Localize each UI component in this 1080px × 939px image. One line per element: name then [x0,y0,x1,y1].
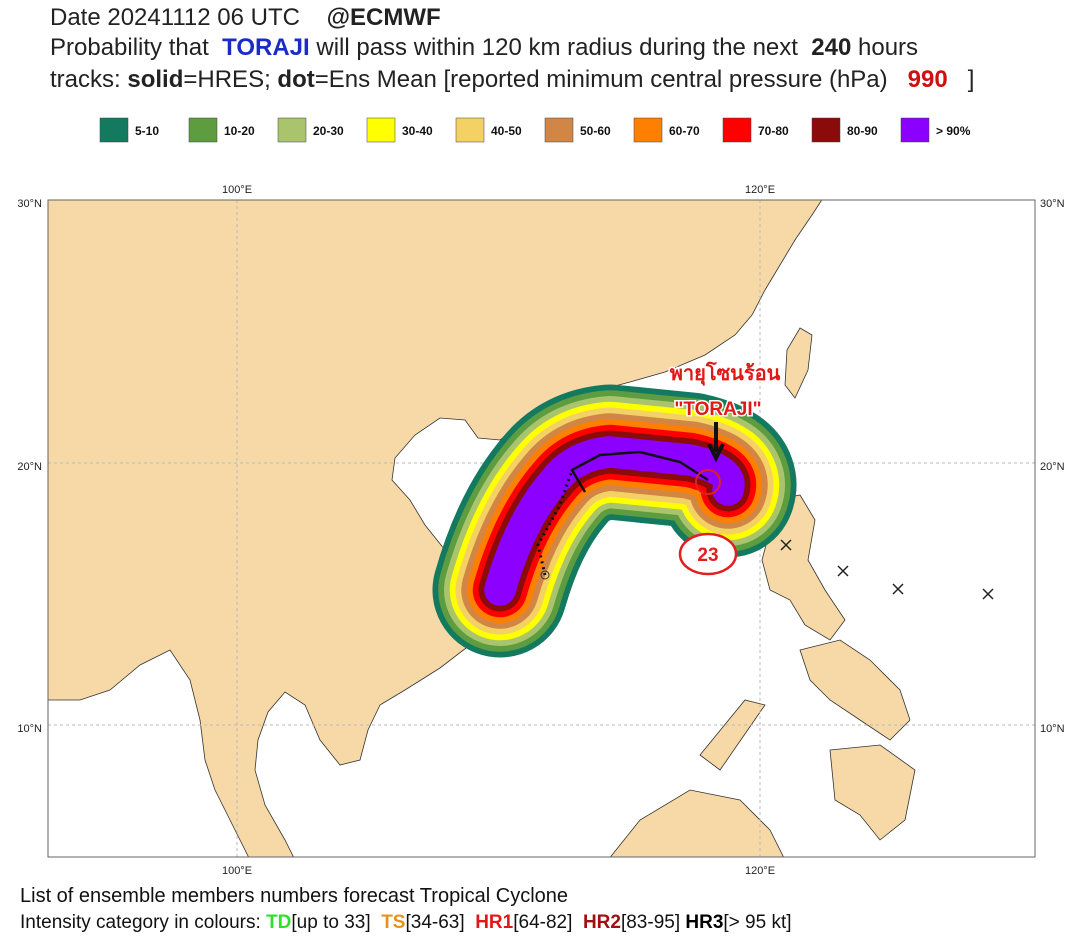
lat-label: 10°N [17,723,42,735]
hours: 240 [811,34,852,61]
legend-label: 30-40 [402,124,433,138]
mindanao [829,744,916,841]
cat-hr3: HR3 [685,912,724,933]
cat-ts: TS [381,912,406,933]
legend-label: 10-20 [224,124,255,138]
lat-label: 30°N [17,198,42,210]
header-line-2: Probability that TORAJI will pass within… [50,34,918,62]
lat-label: 20°N [1040,461,1065,473]
text: Intensity category in colours: [20,912,261,933]
text: [83-95] [620,912,681,933]
cat-hr1: HR1 [475,912,514,933]
probability-swath [432,384,796,658]
source: @ECMWF [326,4,441,31]
ensemble-crosses [780,539,994,600]
track-point [540,570,550,580]
annotation-name: "TORAJI" [674,399,761,420]
legend-swatch [455,117,485,143]
lat-label: 10°N [1040,723,1065,735]
text: =Ens Mean [reported minimum central pres… [314,66,888,93]
legend-label: 70-80 [758,124,789,138]
legend-label: 20-30 [313,124,344,138]
lat-label: 30°N [1040,198,1065,210]
legend-swatch [633,117,663,143]
probability-band [484,436,745,606]
legend-swatch [811,117,841,143]
lon-label: 120°E [745,865,775,877]
text: [> 95 kt] [723,912,792,933]
cat-td: TD [266,912,292,933]
lon-label: 120°E [745,184,775,196]
header-line-1: Date 20241112 06 UTC @ECMWF [50,4,441,32]
cat-hr2: HR2 [582,912,621,933]
storm-name: TORAJI [222,34,310,61]
axis-labels: 100°E 120°E 100°E 120°E 30°N 20°N 10°N 3… [17,184,1064,877]
legend-swatch [99,117,129,143]
legend-swatch [277,117,307,143]
legend-label: 40-50 [491,124,522,138]
legend-swatch [188,117,218,143]
text: dot [277,66,315,93]
visayas [799,639,911,741]
luzon [761,494,846,641]
hres-track [570,450,709,493]
legend-label: 50-60 [580,124,611,138]
legend-swatch [366,117,396,143]
text: [up to 33] [291,912,371,933]
text: tracks: [50,66,121,93]
legend-swatch [722,117,752,143]
legend-label: 5-10 [135,124,159,138]
legend-swatch [900,117,930,143]
number-ring [678,532,738,576]
storm-symbol [695,469,721,495]
taiwan [784,327,813,399]
legend-label: 80-90 [847,124,878,138]
arrow [707,422,725,463]
borneo [609,789,784,857]
map-area: พายุโซนร้อน "TORAJI" 23 [48,200,1035,857]
footer-line-2: Intensity category in colours: TD[up to … [20,912,792,934]
text: solid [127,66,184,93]
text: hours [858,34,919,61]
annotation-thai: พายุโซนร้อน [670,361,781,386]
lon-label: 100°E [222,865,252,877]
text: Probability that [50,34,209,61]
text: =HRES; [183,66,271,93]
text: [64-82] [513,912,573,933]
legend: 5-10 10-20 20-30 30-40 40-50 50-60 60-70 70-80 8… [99,117,971,143]
date: Date 20241112 06 UTC [50,4,300,31]
palawan [699,699,766,771]
text: [34-63] [405,912,465,933]
land [48,200,916,857]
map-frame [47,199,1036,858]
header-line-3: tracks: solid=HRES; dot=Ens Mean [report… [50,66,974,94]
legend-label: > 90% [936,124,971,138]
text: ] [967,66,975,93]
annotation-number: 23 [697,545,718,566]
lon-label: 100°E [222,184,252,196]
legend-label: 60-70 [669,124,700,138]
footer-line-1: List of ensemble members numbers forecas… [20,885,569,907]
text: will pass within 120 km radius during th… [316,34,798,61]
pressure: 990 [907,66,948,93]
legend-swatch [544,117,574,143]
lat-label: 20°N [17,461,42,473]
